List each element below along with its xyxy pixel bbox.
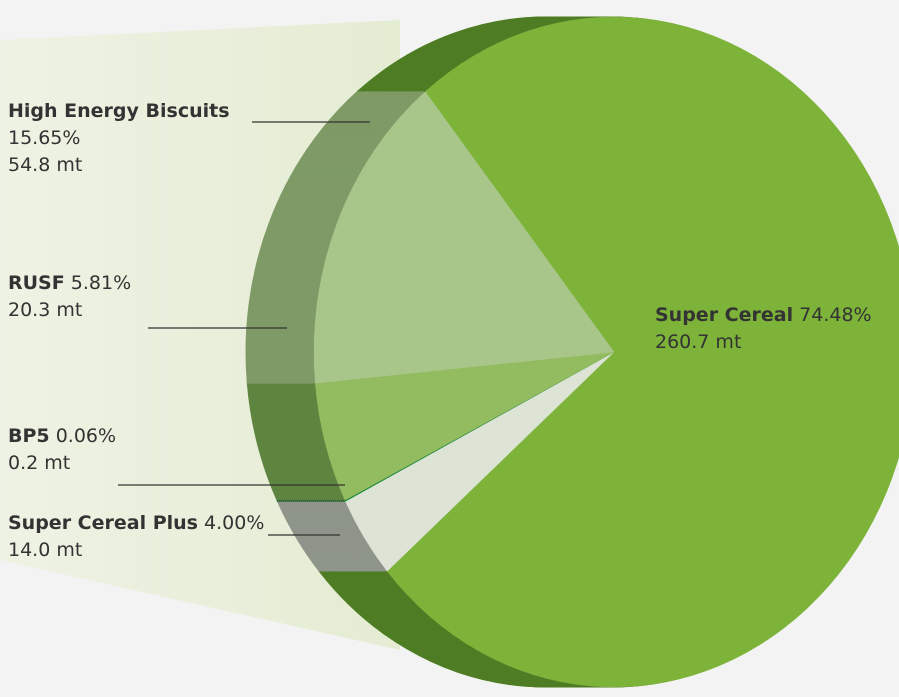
slice-label: Super Cereal Plus 4.00% 14.0 mt — [8, 510, 278, 564]
slice — [315, 351, 615, 501]
percent-label: 0.06% — [55, 425, 117, 447]
category-name: Super Cereal — [655, 304, 794, 326]
amount-label: 260.7 mt — [655, 331, 742, 353]
amount-label: 54.8 mt — [8, 154, 83, 176]
amount-label: 20.3 mt — [8, 299, 83, 321]
category-name: High Energy Biscuits — [8, 100, 230, 122]
percent-label: 5.81% — [70, 272, 132, 294]
slice-label: RUSF 5.81% 20.3 mt — [8, 270, 268, 324]
percent-label: 4.00% — [204, 512, 265, 534]
percent-label: 74.48% — [799, 304, 872, 326]
amount-label: 14.0 mt — [8, 539, 83, 561]
slice — [313, 91, 615, 384]
category-name: BP5 — [8, 425, 50, 447]
category-name: RUSF — [8, 272, 65, 294]
slice-label: Super Cereal 74.48% 260.7 mt — [655, 302, 880, 356]
slice-label: High Energy Biscuits 15.65% 54.8 mt — [8, 98, 253, 179]
amount-label: 0.2 mt — [8, 452, 71, 474]
category-name: Super Cereal Plus — [8, 512, 198, 534]
percent-label: 15.65% — [8, 127, 81, 149]
slice-label: BP5 0.06% 0.2 mt — [8, 423, 268, 477]
slice — [386, 16, 899, 688]
